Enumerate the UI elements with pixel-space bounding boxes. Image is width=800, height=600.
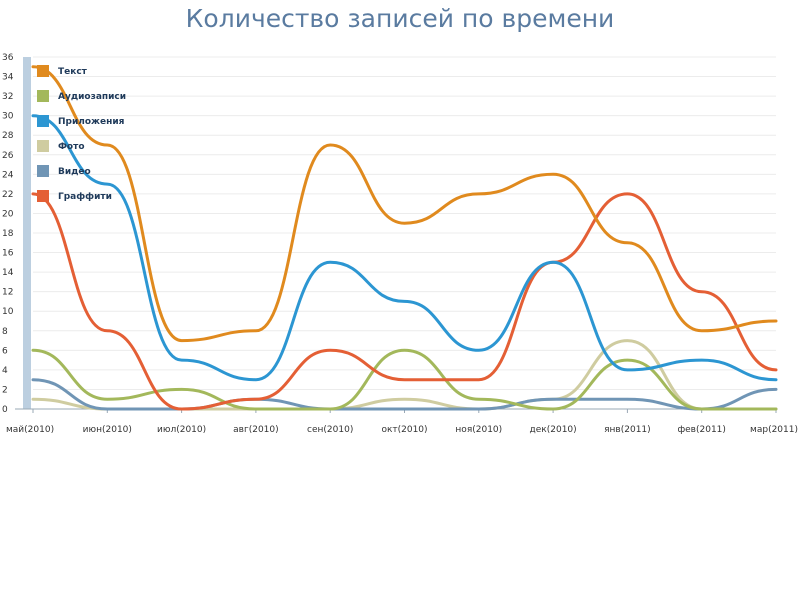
y-tick-label: 34 [2, 73, 14, 83]
x-tick-label: сен(2010) [307, 425, 353, 435]
legend-swatch [37, 65, 49, 77]
x-tick-label: июл(2010) [157, 425, 206, 435]
legend-label: Приложения [58, 117, 125, 127]
y-tick-label: 12 [2, 288, 13, 298]
legend-swatch [37, 115, 49, 127]
y-tick-label: 36 [2, 53, 14, 63]
y-tick-label: 22 [2, 190, 13, 200]
y-tick-label: 8 [2, 327, 8, 337]
y-axis-scrollbar[interactable] [23, 57, 31, 409]
legend-swatch [37, 165, 49, 177]
y-tick-label: 28 [2, 131, 14, 141]
y-tick-label: 10 [2, 307, 14, 317]
y-tick-label: 18 [2, 229, 14, 239]
legend: Текст Аудиозаписи Приложения Фото Видео Графф… [37, 65, 126, 202]
x-tick-label: мар(2011) [750, 425, 798, 435]
legend-label: Видео [58, 167, 91, 177]
series-line-3[interactable] [31, 114, 778, 382]
y-tick-label: 0 [2, 405, 8, 415]
x-tick-label: дек(2010) [530, 425, 577, 435]
legend-swatch [37, 90, 49, 102]
x-tick-label: фев(2011) [677, 425, 725, 435]
y-tick-label: 30 [2, 112, 14, 122]
x-tick-label: июн(2010) [83, 425, 132, 435]
legend-item[interactable]: Аудиозаписи [37, 90, 126, 102]
y-tick-label: 20 [2, 209, 14, 219]
legend-item[interactable]: Текст [37, 65, 88, 77]
series-line-5[interactable] [31, 378, 778, 411]
legend-item[interactable]: Граффити [37, 190, 112, 202]
y-tick-label: 16 [2, 249, 14, 259]
chart-title: Количество записей по времени [185, 4, 615, 33]
y-tick-label: 24 [2, 170, 14, 180]
series-lines [31, 65, 778, 411]
series-line-2[interactable] [31, 348, 778, 411]
legend-swatch [37, 190, 49, 202]
x-tick-label: окт(2010) [381, 425, 427, 435]
legend-label: Граффити [58, 192, 112, 202]
y-tick-label: 26 [2, 151, 14, 161]
legend-label: Фото [58, 142, 85, 152]
series-line-1[interactable] [31, 65, 778, 343]
y-tick-label: 4 [2, 366, 8, 376]
y-tick-label: 2 [2, 385, 8, 395]
legend-label: Текст [58, 67, 88, 77]
x-tick-label: авг(2010) [233, 425, 278, 435]
x-tick-label: янв(2011) [604, 425, 651, 435]
y-tick-label: 6 [2, 346, 8, 356]
legend-item[interactable]: Видео [37, 165, 91, 177]
legend-item[interactable]: Приложения [37, 115, 125, 127]
x-tick-label: ноя(2010) [455, 425, 502, 435]
legend-label: Аудиозаписи [58, 92, 126, 102]
x-axis: май(2010) июн(2010) июл(2010) авг(2010) сен(… [6, 409, 798, 435]
y-tick-label: 32 [2, 92, 13, 102]
series-line-6[interactable] [31, 192, 778, 411]
legend-swatch [37, 140, 49, 152]
legend-item[interactable]: Фото [37, 140, 85, 152]
x-tick-label: май(2010) [6, 425, 54, 435]
y-tick-label: 14 [2, 268, 14, 278]
